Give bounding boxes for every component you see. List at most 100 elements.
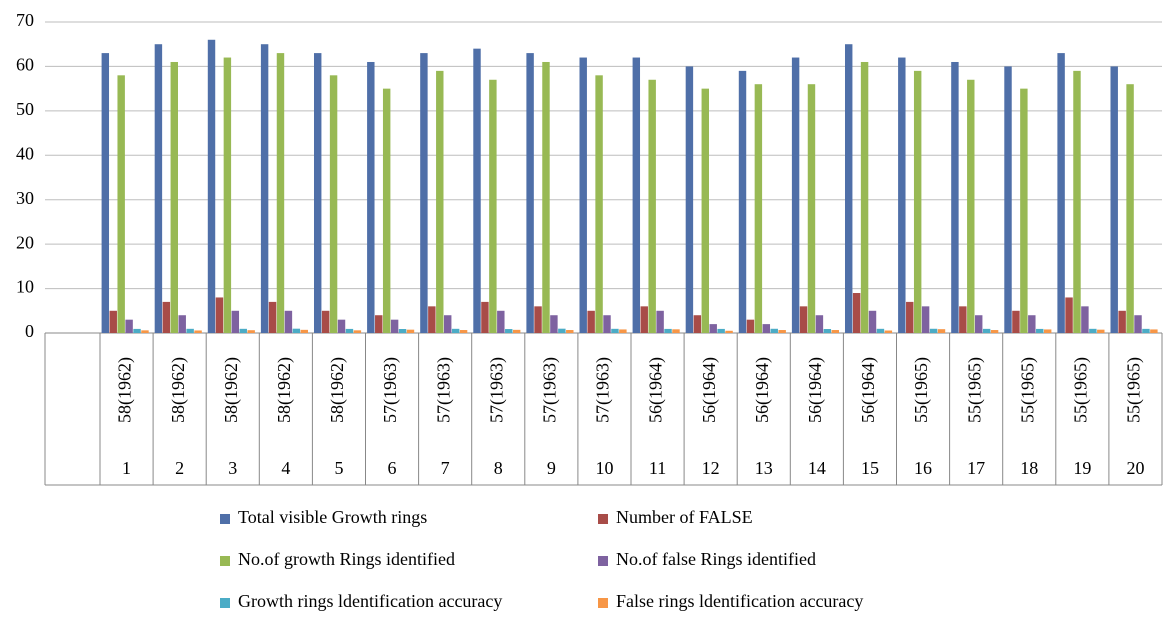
- bar: [1081, 306, 1089, 333]
- bar: [436, 70, 444, 333]
- bar: [481, 301, 489, 333]
- category-label: 58(1962): [327, 357, 348, 423]
- bar: [717, 328, 725, 333]
- bar: [815, 315, 824, 333]
- legend-label: No.of growth Rings identified: [238, 549, 455, 569]
- bar: [473, 48, 481, 334]
- x-tick-label: 3: [228, 458, 237, 478]
- bar: [1110, 66, 1118, 333]
- bar: [398, 329, 407, 333]
- bar: [534, 306, 542, 333]
- bar: [672, 329, 680, 333]
- bar: [451, 328, 460, 333]
- category-label: 56(1964): [858, 357, 879, 423]
- bar: [860, 61, 869, 333]
- x-tick-label: 13: [755, 458, 773, 478]
- y-tick-label: 30: [16, 188, 34, 208]
- bar: [884, 330, 893, 333]
- bar: [595, 75, 603, 334]
- y-tick-label: 40: [16, 143, 34, 163]
- category-label: 58(1962): [274, 357, 295, 423]
- bar: [640, 306, 648, 333]
- bar: [406, 329, 415, 333]
- bar: [823, 329, 832, 333]
- x-tick-label: 2: [175, 458, 184, 478]
- bar: [959, 306, 967, 333]
- x-tick-label: 5: [334, 458, 343, 478]
- bar: [133, 328, 141, 333]
- bar: [141, 330, 149, 333]
- x-tick-label: 9: [547, 458, 556, 478]
- bar: [443, 315, 452, 333]
- category-label: 56(1964): [805, 357, 826, 423]
- bar: [611, 328, 619, 333]
- category-label: 58(1962): [221, 357, 242, 423]
- bar: [693, 315, 702, 333]
- bar: [762, 324, 771, 333]
- bar: [921, 306, 930, 333]
- bar: [1126, 84, 1134, 333]
- bar: [990, 330, 999, 333]
- category-label: 57(1963): [486, 357, 507, 423]
- bar: [223, 57, 232, 334]
- category-label: 58(1962): [115, 357, 136, 423]
- bar: [390, 319, 399, 333]
- x-tick-label: 8: [494, 458, 503, 478]
- bar: [260, 44, 269, 333]
- bar: [215, 297, 224, 333]
- x-tick-label: 11: [649, 458, 666, 478]
- legend-label: Growth rings ldentification accuracy: [238, 591, 502, 611]
- legend-marker: [598, 598, 608, 608]
- x-tick-label: 15: [861, 458, 879, 478]
- bar: [459, 330, 468, 333]
- bar: [1073, 70, 1081, 333]
- bar: [852, 293, 861, 333]
- bar: [799, 306, 808, 333]
- bar: [117, 75, 125, 334]
- category-label: 55(1965): [1124, 357, 1145, 423]
- y-tick-label: 60: [16, 55, 34, 75]
- bar: [505, 329, 513, 333]
- bar: [778, 330, 786, 333]
- y-tick-label: 10: [16, 277, 34, 297]
- bar: [497, 310, 505, 333]
- x-tick-label: 6: [388, 458, 397, 478]
- bar: [1089, 328, 1097, 333]
- category-label: 58(1962): [168, 357, 189, 423]
- x-tick-label: 1: [122, 458, 131, 478]
- x-tick-label: 17: [967, 458, 985, 478]
- legend-label: Total visible Growth rings: [238, 507, 427, 527]
- bar: [1043, 329, 1052, 333]
- bar: [791, 57, 800, 334]
- bar: [558, 328, 566, 333]
- bar: [967, 79, 975, 333]
- bar: [725, 330, 733, 333]
- bar: [1097, 329, 1105, 333]
- bar: [337, 319, 346, 333]
- bar: [619, 329, 627, 333]
- bar: [101, 53, 110, 333]
- bar: [162, 301, 171, 333]
- category-label: 57(1963): [593, 357, 614, 423]
- x-tick-label: 14: [808, 458, 826, 478]
- legend-label: False rings ldentification accuracy: [616, 591, 863, 611]
- bar: [542, 61, 550, 333]
- y-tick-label: 20: [16, 232, 34, 252]
- bar: [329, 75, 338, 334]
- bar: [929, 328, 938, 333]
- bar: [1004, 66, 1012, 333]
- bar: [125, 319, 133, 333]
- bar: [292, 328, 301, 333]
- category-label: 57(1963): [433, 357, 454, 423]
- bar: [170, 61, 178, 333]
- bar: [1134, 315, 1142, 333]
- bar: [951, 61, 959, 333]
- y-tick-label: 0: [25, 321, 34, 341]
- category-label: 57(1963): [380, 357, 401, 423]
- bar: [512, 329, 521, 333]
- bar: [186, 328, 194, 333]
- bar: [579, 57, 587, 334]
- bar: [268, 301, 277, 333]
- bar: [276, 53, 285, 333]
- bar: [656, 310, 664, 333]
